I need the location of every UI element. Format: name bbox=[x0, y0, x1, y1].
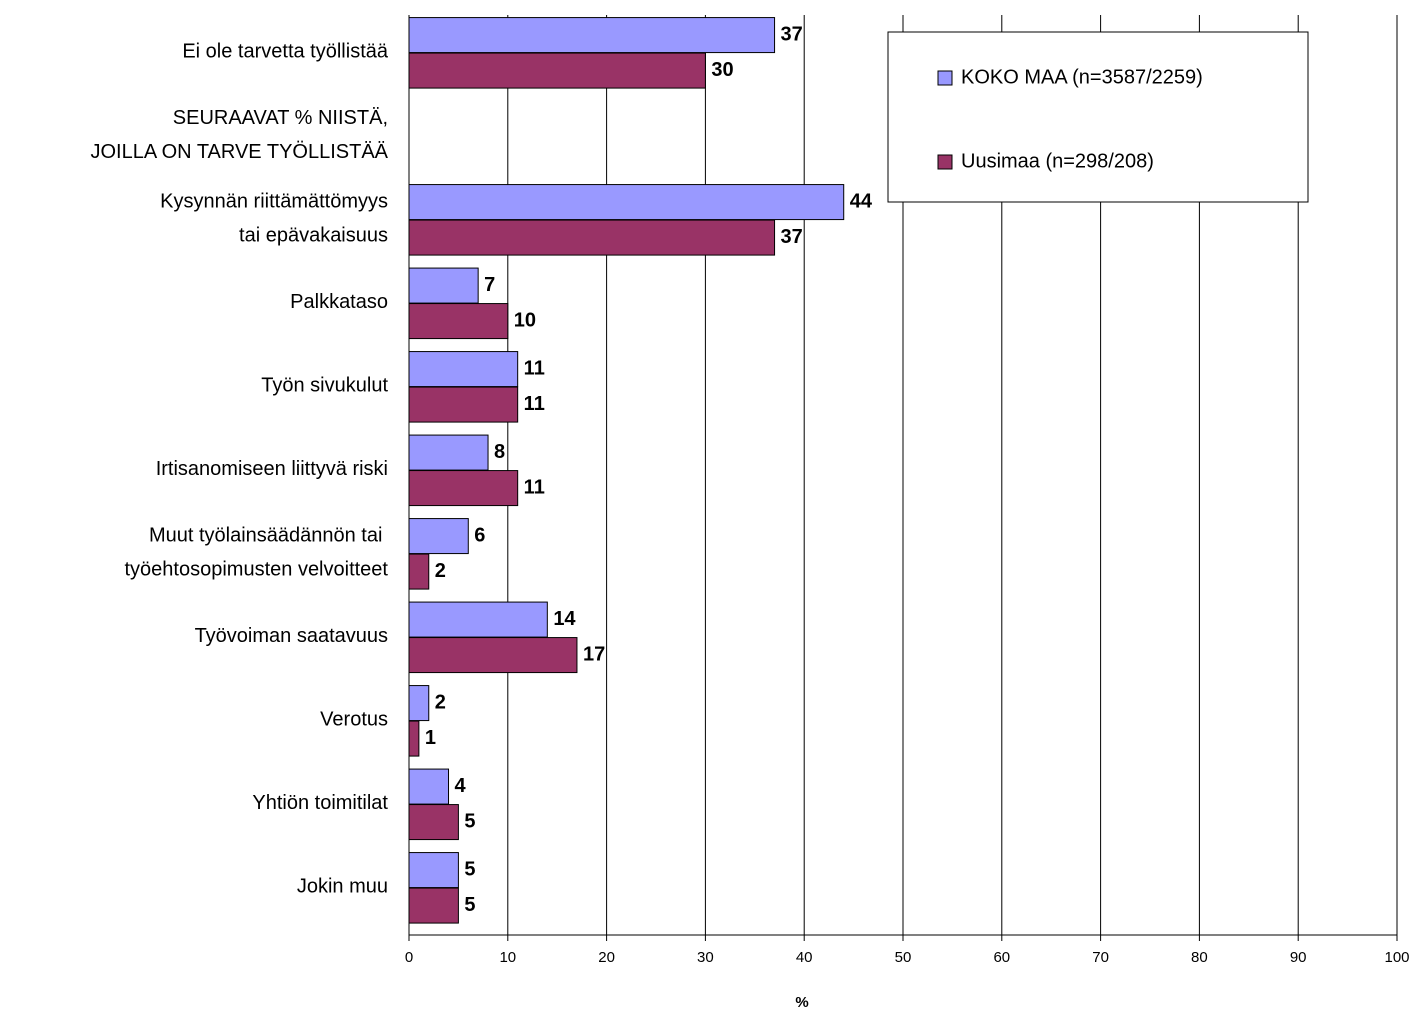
legend-label: Uusimaa (n=298/208) bbox=[961, 150, 1154, 172]
legend-box bbox=[887, 31, 1309, 203]
y-tick-label: Ei ole tarvetta työllistää bbox=[182, 41, 389, 63]
y-tick-label: Jokin muu bbox=[297, 876, 388, 898]
bar bbox=[408, 219, 776, 256]
x-tick-label: 10 bbox=[499, 949, 516, 966]
x-tick-label: 40 bbox=[796, 949, 813, 966]
value-label: 5 bbox=[464, 810, 475, 832]
y-tick-label: Palkkataso bbox=[290, 291, 388, 313]
value-label: 1 bbox=[425, 727, 436, 749]
bar bbox=[408, 804, 459, 841]
x-tick-label: 0 bbox=[405, 949, 413, 966]
bar bbox=[408, 184, 845, 221]
value-label: 2 bbox=[435, 560, 446, 582]
value-label: 37 bbox=[781, 23, 803, 45]
value-label: 6 bbox=[474, 524, 485, 546]
value-label: 17 bbox=[583, 643, 605, 665]
x-tick-label: 60 bbox=[993, 949, 1010, 966]
bar bbox=[408, 470, 519, 507]
y-tick-label: Kysynnän riittämättömyys tai epävakaisuus bbox=[160, 191, 388, 247]
bar bbox=[408, 852, 459, 889]
value-label: 30 bbox=[711, 59, 733, 81]
bar bbox=[408, 351, 519, 388]
x-tick-label: 90 bbox=[1290, 949, 1307, 966]
value-label: 14 bbox=[553, 608, 576, 630]
y-tick-label: Verotus bbox=[320, 709, 388, 731]
legend-label: KOKO MAA (n=3587/2259) bbox=[961, 66, 1203, 88]
value-label: 11 bbox=[524, 357, 545, 379]
bar bbox=[408, 601, 548, 638]
bar bbox=[408, 887, 459, 924]
value-label: 11 bbox=[524, 476, 545, 498]
y-tick-label: SEURAAVAT % NIISTÄ, JOILLA ON TARVE TYÖLL… bbox=[90, 107, 388, 163]
x-tick-label: 20 bbox=[598, 949, 615, 966]
legend-swatch bbox=[937, 154, 953, 170]
bar bbox=[408, 386, 519, 423]
value-label: 2 bbox=[435, 691, 446, 713]
x-axis-label: % bbox=[795, 994, 808, 1011]
legend-swatch bbox=[937, 70, 953, 86]
bar bbox=[408, 17, 776, 54]
value-label: 10 bbox=[514, 309, 536, 331]
y-tick-label: Työvoiman saatavuus bbox=[195, 625, 388, 647]
value-label: 5 bbox=[464, 894, 475, 916]
value-label: 5 bbox=[464, 858, 475, 880]
y-tick-label: Yhtiön toimitilat bbox=[252, 792, 388, 814]
x-tick-label: 30 bbox=[697, 949, 714, 966]
x-tick-label: 80 bbox=[1191, 949, 1208, 966]
bar bbox=[408, 303, 509, 340]
bar bbox=[408, 685, 430, 722]
x-tick-label: 70 bbox=[1092, 949, 1109, 966]
x-tick-label: 100 bbox=[1384, 949, 1409, 966]
value-label: 8 bbox=[494, 441, 505, 463]
value-label: 44 bbox=[850, 190, 873, 212]
bar bbox=[408, 518, 469, 555]
value-label: 7 bbox=[484, 274, 495, 296]
bar bbox=[408, 553, 430, 590]
y-tick-label: Irtisanomiseen liittyvä riski bbox=[156, 458, 388, 480]
value-label: 11 bbox=[524, 393, 545, 415]
bar bbox=[408, 720, 420, 757]
bar bbox=[408, 52, 706, 89]
x-tick-label: 50 bbox=[895, 949, 912, 966]
bar bbox=[408, 434, 489, 471]
bar bbox=[408, 637, 578, 674]
bar bbox=[408, 267, 479, 304]
y-tick-label: Työn sivukulut bbox=[261, 375, 388, 397]
y-tick-label: Muut työlainsäädännön tai työehtosopimus… bbox=[125, 525, 389, 581]
value-label: 37 bbox=[781, 226, 803, 248]
bar bbox=[408, 768, 450, 805]
value-label: 4 bbox=[455, 775, 467, 797]
